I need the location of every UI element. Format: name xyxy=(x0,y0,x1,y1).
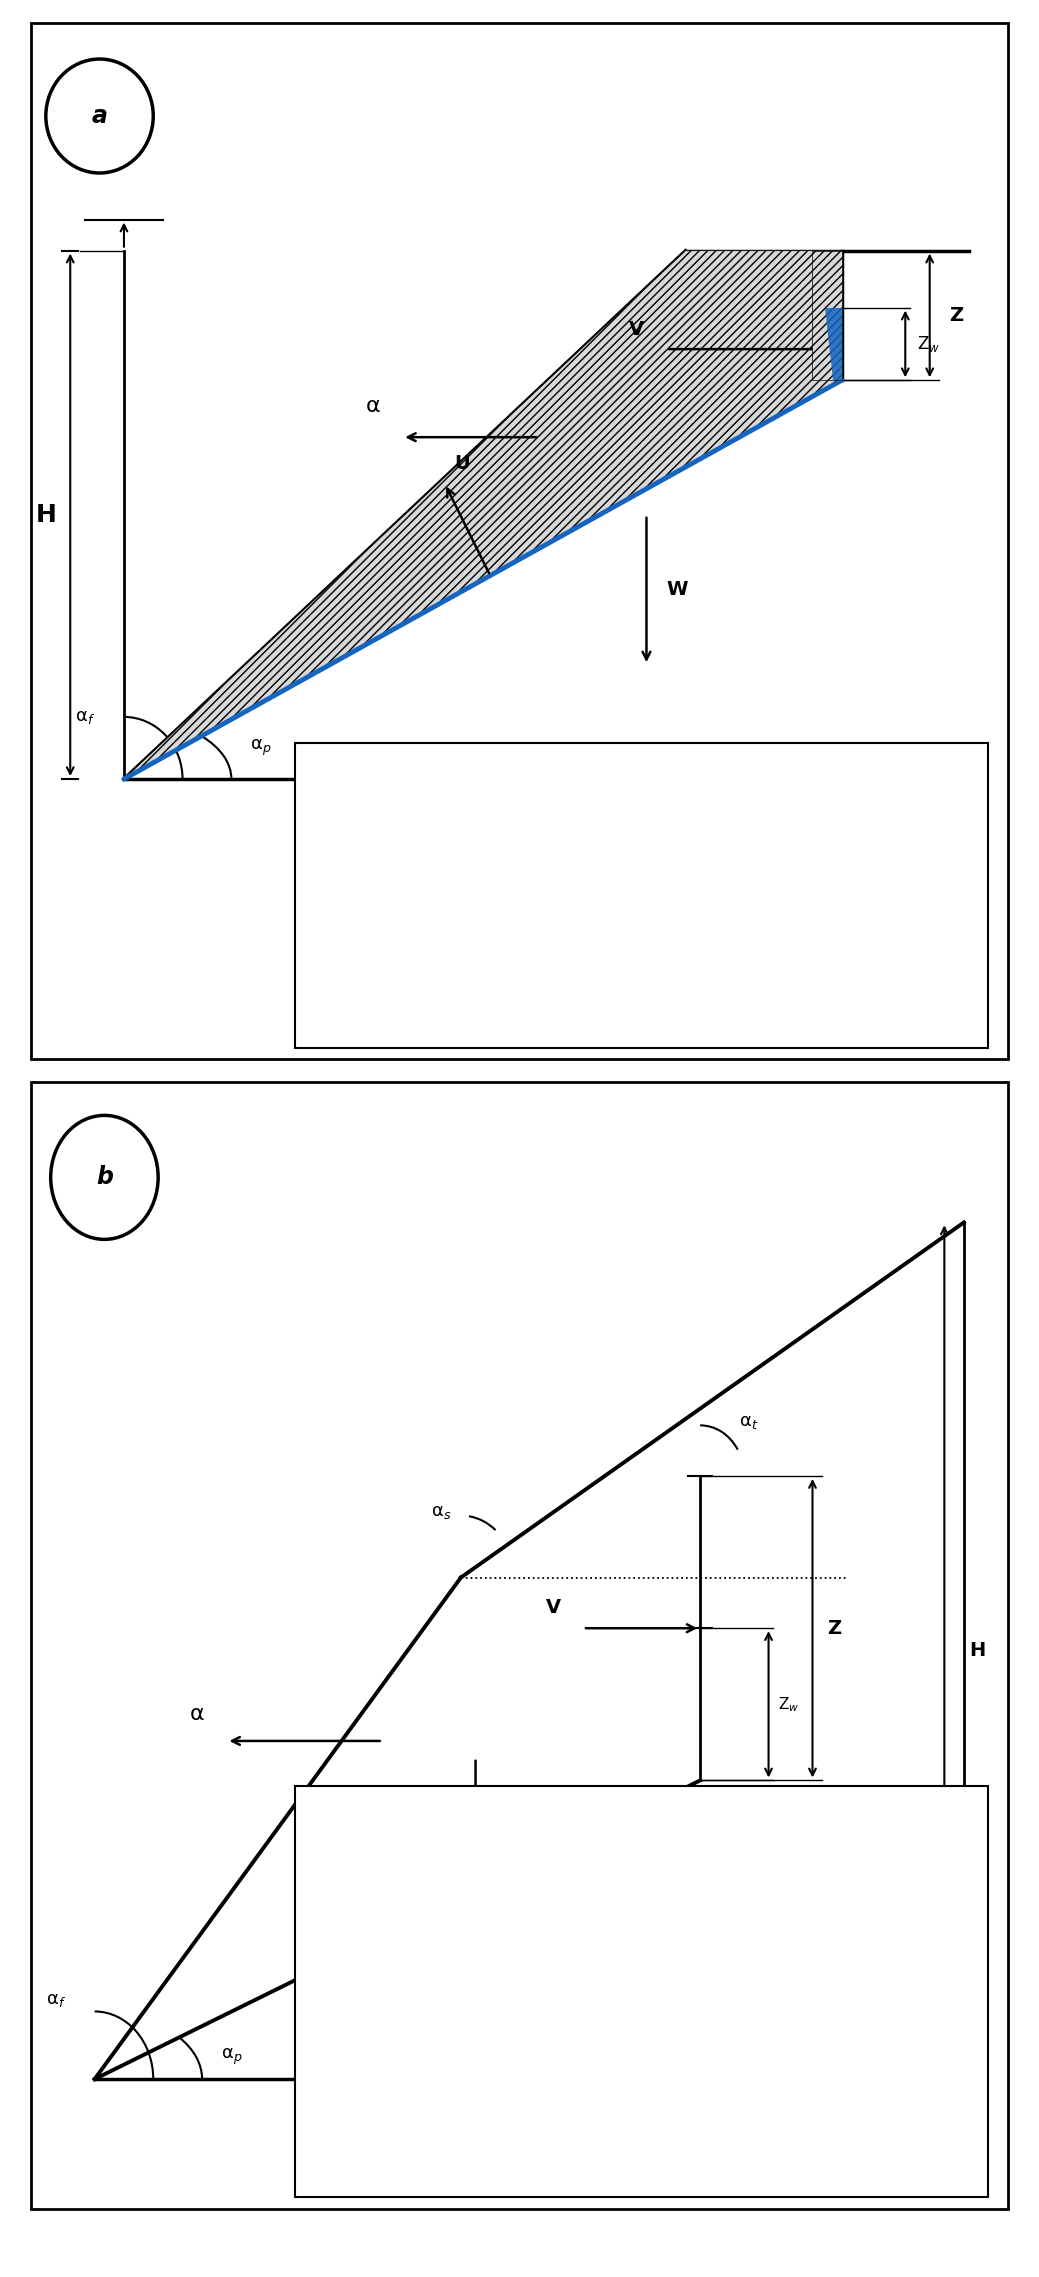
Text: U: U xyxy=(341,1803,356,1822)
Text: α$_p$: α$_p$ xyxy=(319,824,339,842)
Text: H: H xyxy=(319,1808,332,1822)
Polygon shape xyxy=(825,307,842,380)
Text: α$_f$: α$_f$ xyxy=(319,792,338,808)
Text: Dip of failure plane: Dip of failure plane xyxy=(382,1879,536,1894)
Text: α$_f$: α$_f$ xyxy=(75,708,95,726)
Text: Z: Z xyxy=(319,858,330,872)
Text: Slope angle: Slope angle xyxy=(382,1842,477,1858)
Text: Z$_w$: Z$_w$ xyxy=(917,335,940,353)
Text: Horizontal earthquake acceleration: Horizontal earthquake acceleration xyxy=(382,2093,666,2109)
Text: Upper slope inclination: Upper slope inclination xyxy=(382,2165,567,2179)
Text: V: V xyxy=(319,986,331,1002)
Text: U: U xyxy=(319,954,332,970)
Text: W: W xyxy=(319,1986,337,2001)
Text: Z: Z xyxy=(827,1619,842,1637)
Text: α$_p$: α$_p$ xyxy=(220,2047,242,2068)
Text: Height of the slope: Height of the slope xyxy=(382,1808,536,1822)
Text: Z$_w$: Z$_w$ xyxy=(319,1949,342,1967)
Text: α$_p$: α$_p$ xyxy=(319,1879,339,1894)
Text: W: W xyxy=(485,1831,507,1849)
Text: b: b xyxy=(96,1166,113,1189)
Text: α$_f$: α$_f$ xyxy=(46,1990,65,2008)
Text: α$_p$: α$_p$ xyxy=(250,738,271,758)
Text: Z$_w$: Z$_w$ xyxy=(319,888,342,906)
Text: Dip of failure plane: Dip of failure plane xyxy=(382,824,536,840)
Bar xyxy=(295,1785,988,2197)
Text: Uplift water force: Uplift water force xyxy=(382,954,522,970)
Text: Z$_w$: Z$_w$ xyxy=(778,1694,800,1715)
Text: H: H xyxy=(319,761,332,776)
Text: Slope angle: Slope angle xyxy=(382,792,477,808)
Text: Horizontal earthquake acceleration: Horizontal earthquake acceleration xyxy=(382,1018,666,1034)
Text: Tension crack inclination: Tension crack inclination xyxy=(382,2129,580,2145)
Text: W: W xyxy=(666,581,688,599)
Polygon shape xyxy=(812,250,842,380)
Text: α$_t$: α$_t$ xyxy=(319,2129,337,2145)
Text: W: W xyxy=(319,922,337,936)
Text: Z: Z xyxy=(319,1915,330,1929)
Text: Water force in tension crack: Water force in tension crack xyxy=(382,986,609,1002)
Text: Height of water in tension crack: Height of water in tension crack xyxy=(382,1949,640,1965)
Text: Z: Z xyxy=(950,305,963,326)
Text: α$_t$: α$_t$ xyxy=(740,1414,758,1430)
Polygon shape xyxy=(124,250,842,779)
Text: V: V xyxy=(547,1598,561,1617)
Text: Water force in tension crack: Water force in tension crack xyxy=(382,2058,609,2072)
Text: H: H xyxy=(968,1642,985,1660)
Text: Weight of the sliding mass: Weight of the sliding mass xyxy=(382,1986,595,2001)
Text: α: α xyxy=(319,1018,330,1034)
Text: a: a xyxy=(91,105,107,128)
Text: Depth of tension crack: Depth of tension crack xyxy=(382,858,565,872)
Text: α: α xyxy=(319,2093,330,2109)
Text: Height of water in tension crack: Height of water in tension crack xyxy=(382,890,640,904)
Text: U: U xyxy=(319,2022,332,2038)
Text: α: α xyxy=(190,1703,205,1724)
Text: Weight of the sliding mass: Weight of the sliding mass xyxy=(382,922,595,936)
Text: V: V xyxy=(630,319,644,339)
Bar xyxy=(295,742,988,1047)
Text: Uplift water force: Uplift water force xyxy=(382,2022,522,2038)
Text: α$_s$: α$_s$ xyxy=(319,2165,338,2179)
Text: U: U xyxy=(455,455,471,474)
Text: α: α xyxy=(366,396,380,417)
Text: H: H xyxy=(35,503,56,526)
Text: V: V xyxy=(319,2058,331,2072)
Text: α$_f$: α$_f$ xyxy=(319,1842,338,1858)
Text: α$_s$: α$_s$ xyxy=(431,1503,451,1521)
Text: Height of the slope: Height of the slope xyxy=(382,761,536,776)
Text: Depth of tension crack: Depth of tension crack xyxy=(382,1915,565,1929)
